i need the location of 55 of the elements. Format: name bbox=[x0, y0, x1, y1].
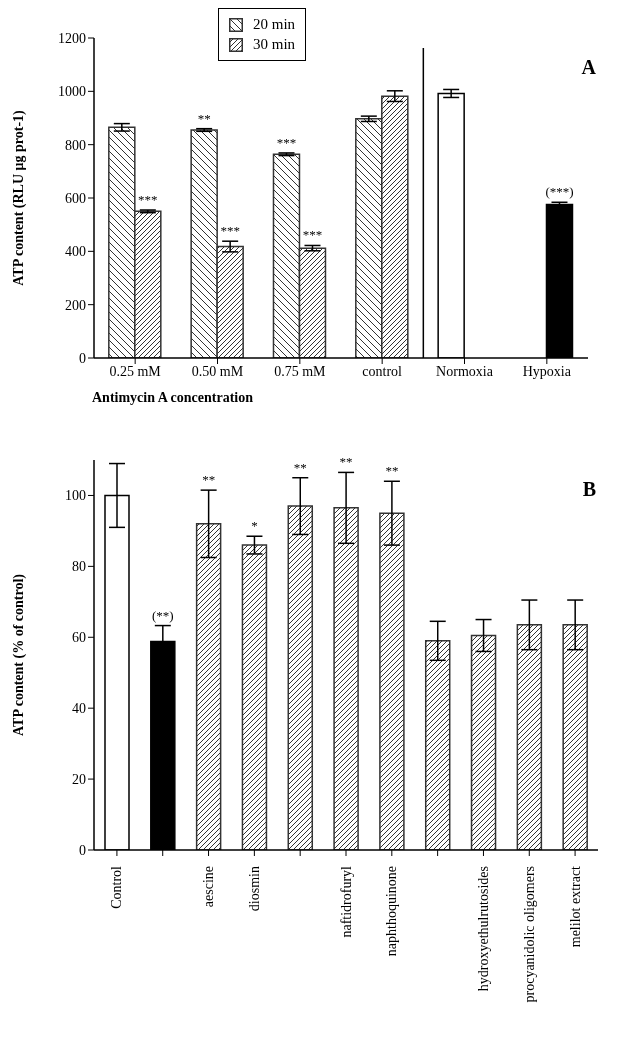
data-label: ** bbox=[385, 463, 399, 479]
x-tick-label: melilot extract bbox=[567, 865, 583, 948]
x-tick-label: control bbox=[362, 363, 403, 379]
y-axis-title: ATP content (% of control) bbox=[10, 573, 27, 737]
bar bbox=[195, 523, 222, 850]
bar bbox=[287, 505, 314, 850]
x-tick-label: hydroxyethulrutosides bbox=[475, 866, 491, 992]
legend-label: 20 min bbox=[253, 16, 296, 33]
y-tick-label: 1200 bbox=[58, 30, 86, 46]
y-tick-label: 40 bbox=[72, 701, 86, 717]
legend-label: 30 min bbox=[253, 36, 296, 53]
data-label: ** bbox=[202, 472, 216, 488]
y-tick-label: 200 bbox=[65, 297, 86, 313]
x-tick-label: diosmin bbox=[246, 866, 262, 912]
data-label: ** bbox=[339, 454, 353, 470]
text: B bbox=[582, 478, 596, 501]
data-label: ** bbox=[197, 110, 211, 126]
data-label: *** bbox=[138, 192, 158, 207]
data-label: (**) bbox=[151, 607, 174, 623]
data-label: *** bbox=[276, 134, 297, 150]
bar bbox=[424, 640, 451, 850]
y-tick-label: 400 bbox=[65, 244, 86, 260]
x-tick-label: Hypoxia bbox=[522, 363, 572, 379]
y-tick-label: 0 bbox=[79, 350, 86, 366]
y-tick-label: 60 bbox=[72, 630, 86, 646]
bar bbox=[333, 507, 359, 850]
data-label: (***) bbox=[545, 184, 574, 200]
y-tick-label: 20 bbox=[72, 772, 86, 788]
y-tick-label: 100 bbox=[65, 488, 86, 504]
data-label: *** bbox=[220, 223, 240, 239]
y-axis-title: ATP content (RLU μg prot-1) bbox=[10, 109, 27, 286]
data-label: * bbox=[251, 518, 258, 534]
y-tick-label: 0 bbox=[79, 842, 86, 858]
text: A bbox=[581, 56, 596, 79]
x-tick-label: aescine bbox=[201, 866, 217, 908]
y-tick-label: 1000 bbox=[58, 84, 86, 100]
bar bbox=[516, 624, 543, 850]
bar bbox=[562, 624, 588, 850]
y-tick-label: 800 bbox=[65, 137, 86, 153]
x-tick-label: naphthoquinone bbox=[384, 866, 400, 957]
y-tick-label: 80 bbox=[72, 559, 86, 575]
x-tick-label: procyanidolic oligomers bbox=[521, 866, 537, 1003]
data-label: ** bbox=[293, 459, 307, 475]
x-tick-label: naftidrofuryl bbox=[338, 865, 354, 938]
y-tick-label: 600 bbox=[65, 190, 86, 206]
x-tick-label: 0.50 mM bbox=[191, 363, 244, 379]
x-axis-title: Antimycin A concentration bbox=[91, 390, 254, 406]
x-tick-label: Control bbox=[109, 865, 125, 909]
bar bbox=[241, 544, 268, 850]
data-label: *** bbox=[302, 227, 323, 243]
bar bbox=[470, 634, 497, 850]
bar bbox=[379, 512, 405, 850]
x-tick-label: Normoxia bbox=[436, 363, 494, 379]
x-tick-label: 0.75 mM bbox=[274, 363, 327, 379]
x-tick-label: 0.25 mM bbox=[109, 363, 162, 379]
